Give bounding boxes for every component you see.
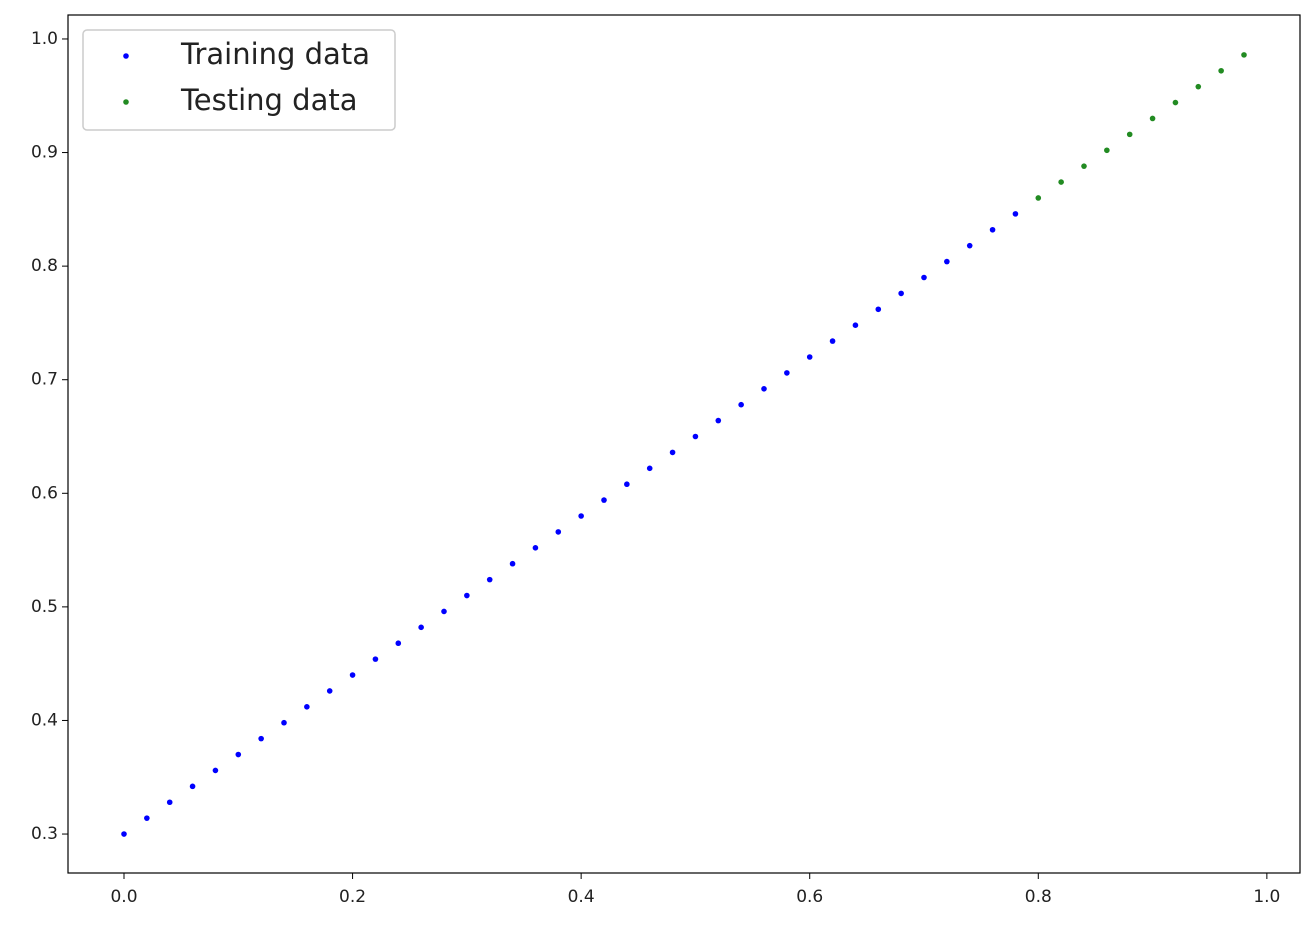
y-tick-label: 1.0 (31, 29, 58, 49)
data-point (806, 354, 813, 360)
data-point (692, 433, 699, 440)
data-point (189, 783, 196, 790)
data-point (898, 290, 904, 297)
data-point (578, 513, 584, 519)
data-point (326, 688, 333, 694)
y-tick-label: 0.4 (31, 710, 58, 730)
x-tick-label: 0.0 (110, 887, 137, 907)
legend-label: Training data (180, 37, 370, 71)
x-tick-label: 0.2 (339, 887, 366, 907)
y-tick-label: 0.7 (31, 370, 58, 390)
data-point (944, 258, 950, 265)
data-point (235, 751, 242, 758)
legend-box (82, 29, 396, 131)
data-point (1012, 211, 1019, 217)
y-tick-label: 0.5 (31, 597, 58, 617)
data-point (989, 226, 996, 233)
data-point (258, 735, 264, 742)
x-tick-label: 0.4 (568, 887, 595, 907)
y-tick-label: 0.8 (31, 256, 58, 276)
data-point (1058, 179, 1064, 185)
data-point (784, 370, 790, 376)
data-point (669, 449, 676, 456)
y-tick-label: 0.6 (31, 483, 58, 503)
axes-frame (67, 14, 1301, 874)
data-point (1218, 67, 1224, 74)
data-point (212, 767, 219, 774)
data-point (1035, 195, 1042, 201)
data-point (144, 815, 150, 821)
data-point (349, 672, 356, 678)
y-tick-label: 0.9 (31, 143, 58, 163)
data-point (1149, 115, 1156, 122)
data-point (852, 322, 859, 328)
data-point (601, 497, 607, 503)
data-point (1126, 131, 1133, 138)
data-point (1241, 52, 1247, 58)
data-point (372, 656, 379, 662)
x-tick-label: 0.6 (796, 887, 823, 907)
data-point (875, 306, 882, 313)
data-point (441, 608, 447, 615)
data-point (921, 274, 927, 281)
data-point (555, 529, 562, 535)
y-tick-label: 0.3 (31, 824, 58, 844)
data-point (509, 560, 516, 567)
data-point (1081, 163, 1087, 169)
data-point (738, 401, 744, 408)
data-point (624, 481, 630, 488)
data-point (464, 592, 470, 599)
data-point (418, 624, 424, 631)
data-point (121, 831, 127, 837)
data-point (281, 719, 287, 726)
legend-label: Testing data (180, 83, 358, 117)
data-point (966, 242, 973, 249)
data-point (1195, 83, 1202, 90)
legend-marker (123, 53, 129, 59)
x-tick-label: 0.8 (1025, 887, 1052, 907)
data-point (715, 417, 722, 424)
data-point (166, 799, 173, 806)
x-tick-label: 1.0 (1253, 887, 1280, 907)
data-point (304, 704, 310, 710)
data-point (646, 465, 653, 472)
data-point (532, 545, 539, 551)
data-point (1104, 147, 1110, 154)
legend-marker (123, 99, 129, 105)
data-point (829, 338, 836, 344)
data-point (1172, 99, 1179, 106)
data-point (761, 385, 767, 392)
data-point (486, 576, 493, 583)
data-point (395, 640, 402, 647)
